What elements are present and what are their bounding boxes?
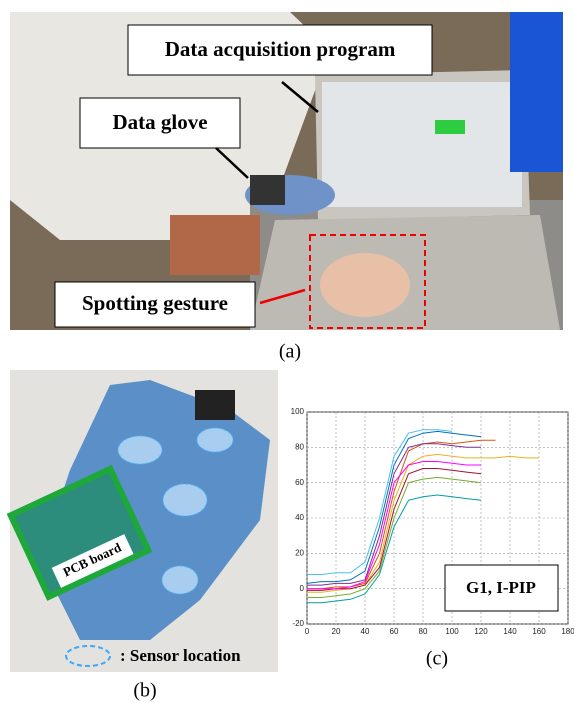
label: Spotting gesture (82, 291, 228, 315)
caption: (c) (426, 648, 448, 670)
caption: (a) (279, 341, 301, 363)
x-tick-label: 20 (332, 627, 341, 636)
figure: Data acquisition program Data glove Spot… (0, 0, 574, 703)
x-tick-label: 60 (390, 627, 399, 636)
x-tick-label: 40 (361, 627, 370, 636)
legend: : Sensor location (120, 646, 241, 665)
page: Data acquisition program Data glove Spot… (0, 0, 574, 703)
y-tick-label: 0 (300, 584, 305, 593)
x-tick-label: 180 (561, 627, 574, 636)
y-tick-label: 40 (295, 513, 304, 522)
y-tick-label: 20 (295, 548, 304, 557)
x-tick-label: 80 (419, 627, 428, 636)
x-tick-label: 120 (474, 627, 488, 636)
y-tick-label: 100 (291, 407, 305, 416)
y-tick-label: 60 (295, 478, 304, 487)
y-tick-label: 80 (295, 442, 304, 451)
caption: (b) (133, 680, 156, 702)
x-tick-label: 140 (503, 627, 517, 636)
photo-b: PCB board (10, 370, 278, 672)
x-tick-label: 100 (445, 627, 459, 636)
y-tick-label: -20 (292, 619, 304, 628)
x-tick-label: 0 (305, 627, 310, 636)
x-tick-label: 160 (532, 627, 546, 636)
label: Data glove (112, 110, 207, 134)
annotation: G1, I-PIP (466, 578, 536, 597)
label: Data acquisition program (165, 37, 396, 61)
